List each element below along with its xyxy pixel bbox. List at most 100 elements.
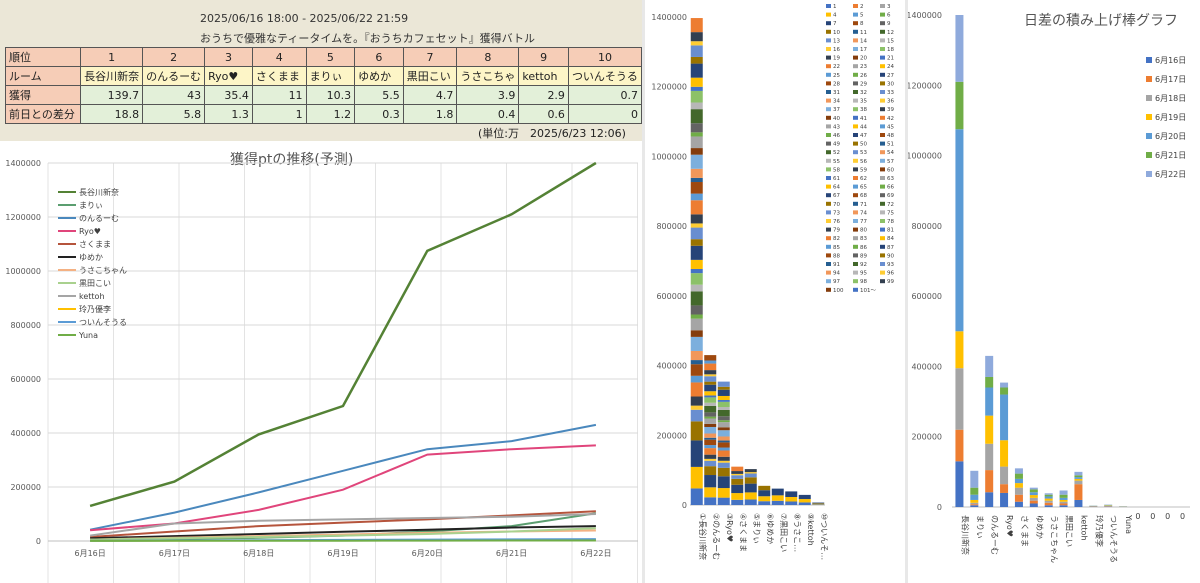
bar-segment — [731, 466, 744, 472]
legend-label: 26 — [860, 73, 867, 79]
x-tick-label: Yuna — [1124, 514, 1133, 534]
bar-segment — [1000, 466, 1009, 485]
table-cell: 1.2 — [305, 104, 356, 124]
legend-swatch — [826, 193, 831, 198]
bar-segment — [690, 421, 703, 441]
bar-segment — [1029, 503, 1038, 507]
bar-segment — [1074, 499, 1083, 507]
bar-segment — [717, 401, 730, 408]
bar-segment — [690, 102, 703, 110]
legend-label: 33 — [887, 90, 894, 96]
bar-segment — [704, 475, 717, 488]
bar-segment — [690, 409, 703, 422]
legend-swatch — [853, 184, 858, 189]
bar-segment — [690, 56, 703, 64]
legend-label: 14 — [860, 38, 867, 44]
bar-segment — [970, 470, 979, 488]
bar-segment — [704, 360, 717, 364]
bar-segment — [731, 499, 744, 505]
legend-swatch — [880, 236, 885, 241]
bar-segment — [704, 381, 717, 385]
legend-label: 17 — [860, 47, 867, 53]
legend-label: 7 — [833, 21, 837, 27]
bar-segment — [1059, 490, 1068, 495]
legend-label: 100 — [833, 288, 844, 294]
legend-swatch — [853, 64, 858, 69]
x-tick-label: ⑦黒田こい — [779, 513, 788, 552]
bar-segment — [690, 268, 703, 274]
legend-swatch — [853, 55, 858, 60]
row-label: 順位 — [4, 47, 82, 67]
legend-swatch — [880, 81, 885, 86]
legend-swatch — [880, 150, 885, 155]
legend-swatch — [880, 124, 885, 129]
legend-label: 83 — [860, 236, 867, 242]
x-tick-label: 6月17日 — [159, 549, 190, 558]
legend-label: 55 — [833, 159, 840, 165]
x-tick-label: 0 — [1180, 512, 1185, 521]
legend-swatch — [880, 176, 885, 180]
legend-label: 37 — [833, 107, 840, 113]
bar-segment — [690, 193, 703, 201]
legend-label: 28 — [833, 81, 840, 87]
bar-segment — [704, 374, 717, 377]
legend-swatch — [826, 201, 831, 206]
bar-segment — [690, 350, 703, 361]
stacked-bar-chart-fans: 0 200000 400000 600000 800000 1000000 1200000 1… — [651, 4, 894, 560]
bar-segment — [690, 182, 703, 194]
legend-swatch — [853, 150, 858, 155]
bar-segment — [1029, 500, 1038, 504]
bar-segment — [1074, 478, 1083, 481]
x-tick-label: 0 — [1165, 512, 1170, 521]
legend-swatch — [880, 219, 885, 223]
y-tick-label: 200000 — [656, 431, 687, 440]
legend-label: 39 — [887, 107, 894, 113]
legend-swatch — [826, 72, 831, 77]
legend-label: 5 — [860, 13, 864, 19]
legend-swatch — [880, 193, 885, 198]
legend-label: 1 — [833, 4, 837, 10]
bar-segment — [1074, 477, 1083, 479]
middle-panel: 0 200000 400000 600000 800000 1000000 1200000 1… — [645, 0, 905, 583]
bar-segment — [985, 443, 994, 471]
legend-swatch — [1146, 76, 1152, 82]
legend-label: 62 — [860, 176, 867, 182]
legend-swatch — [826, 176, 831, 180]
bar-segment — [758, 501, 771, 505]
legend-label: 24 — [887, 64, 894, 70]
daily-stack-chart: 0 200000 400000 600000 800000 1000000 1200000 1… — [908, 11, 1190, 563]
table-cell: 1.3 — [204, 104, 253, 124]
legend-swatch — [880, 72, 885, 77]
x-tick-label: ⑩ついんそ… — [819, 513, 828, 560]
bar-segment — [690, 336, 703, 351]
bar-segment — [690, 318, 703, 331]
bar-segment — [690, 132, 703, 137]
legend-swatch — [826, 184, 831, 189]
legend-label: うさこちゃん — [79, 266, 127, 275]
legend-swatch — [853, 72, 858, 77]
legend-swatch — [826, 124, 831, 129]
legend-label: 10 — [833, 30, 840, 36]
bar-segment — [704, 391, 717, 396]
legend-swatch — [853, 21, 858, 26]
bar-segment — [690, 488, 703, 505]
bar-segment — [1074, 480, 1083, 485]
legend-label: 41 — [860, 116, 867, 122]
legend-label: 74 — [860, 210, 867, 216]
bar-segment — [955, 368, 964, 430]
y-tick-label: 600000 — [911, 292, 942, 301]
bar-segment — [690, 382, 703, 397]
table-cell: 9 — [518, 47, 569, 67]
bar-segment — [717, 462, 730, 468]
legend-swatch — [853, 47, 858, 51]
table-cell: うさこちゃ — [456, 66, 520, 86]
bar-segment — [717, 456, 730, 461]
legend-label: 82 — [833, 236, 840, 242]
legend-swatch — [880, 98, 885, 103]
legend-swatch — [880, 107, 885, 112]
legend-label: 76 — [833, 219, 840, 225]
bar-segment — [1014, 468, 1023, 474]
legend-label: 3 — [887, 4, 891, 10]
bar-segment — [690, 273, 703, 285]
legend-swatch — [853, 279, 858, 284]
